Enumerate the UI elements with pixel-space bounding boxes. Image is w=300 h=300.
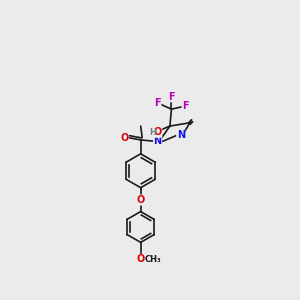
Text: H: H [149, 128, 156, 137]
Text: F: F [154, 98, 161, 108]
Text: F: F [168, 92, 175, 102]
Text: N: N [154, 136, 162, 146]
Text: O: O [136, 195, 145, 205]
Text: F: F [182, 101, 189, 111]
Text: N: N [177, 130, 185, 140]
Text: O: O [154, 127, 162, 137]
Text: O: O [120, 133, 129, 142]
Text: O: O [136, 254, 145, 264]
Text: CH₃: CH₃ [145, 255, 161, 264]
